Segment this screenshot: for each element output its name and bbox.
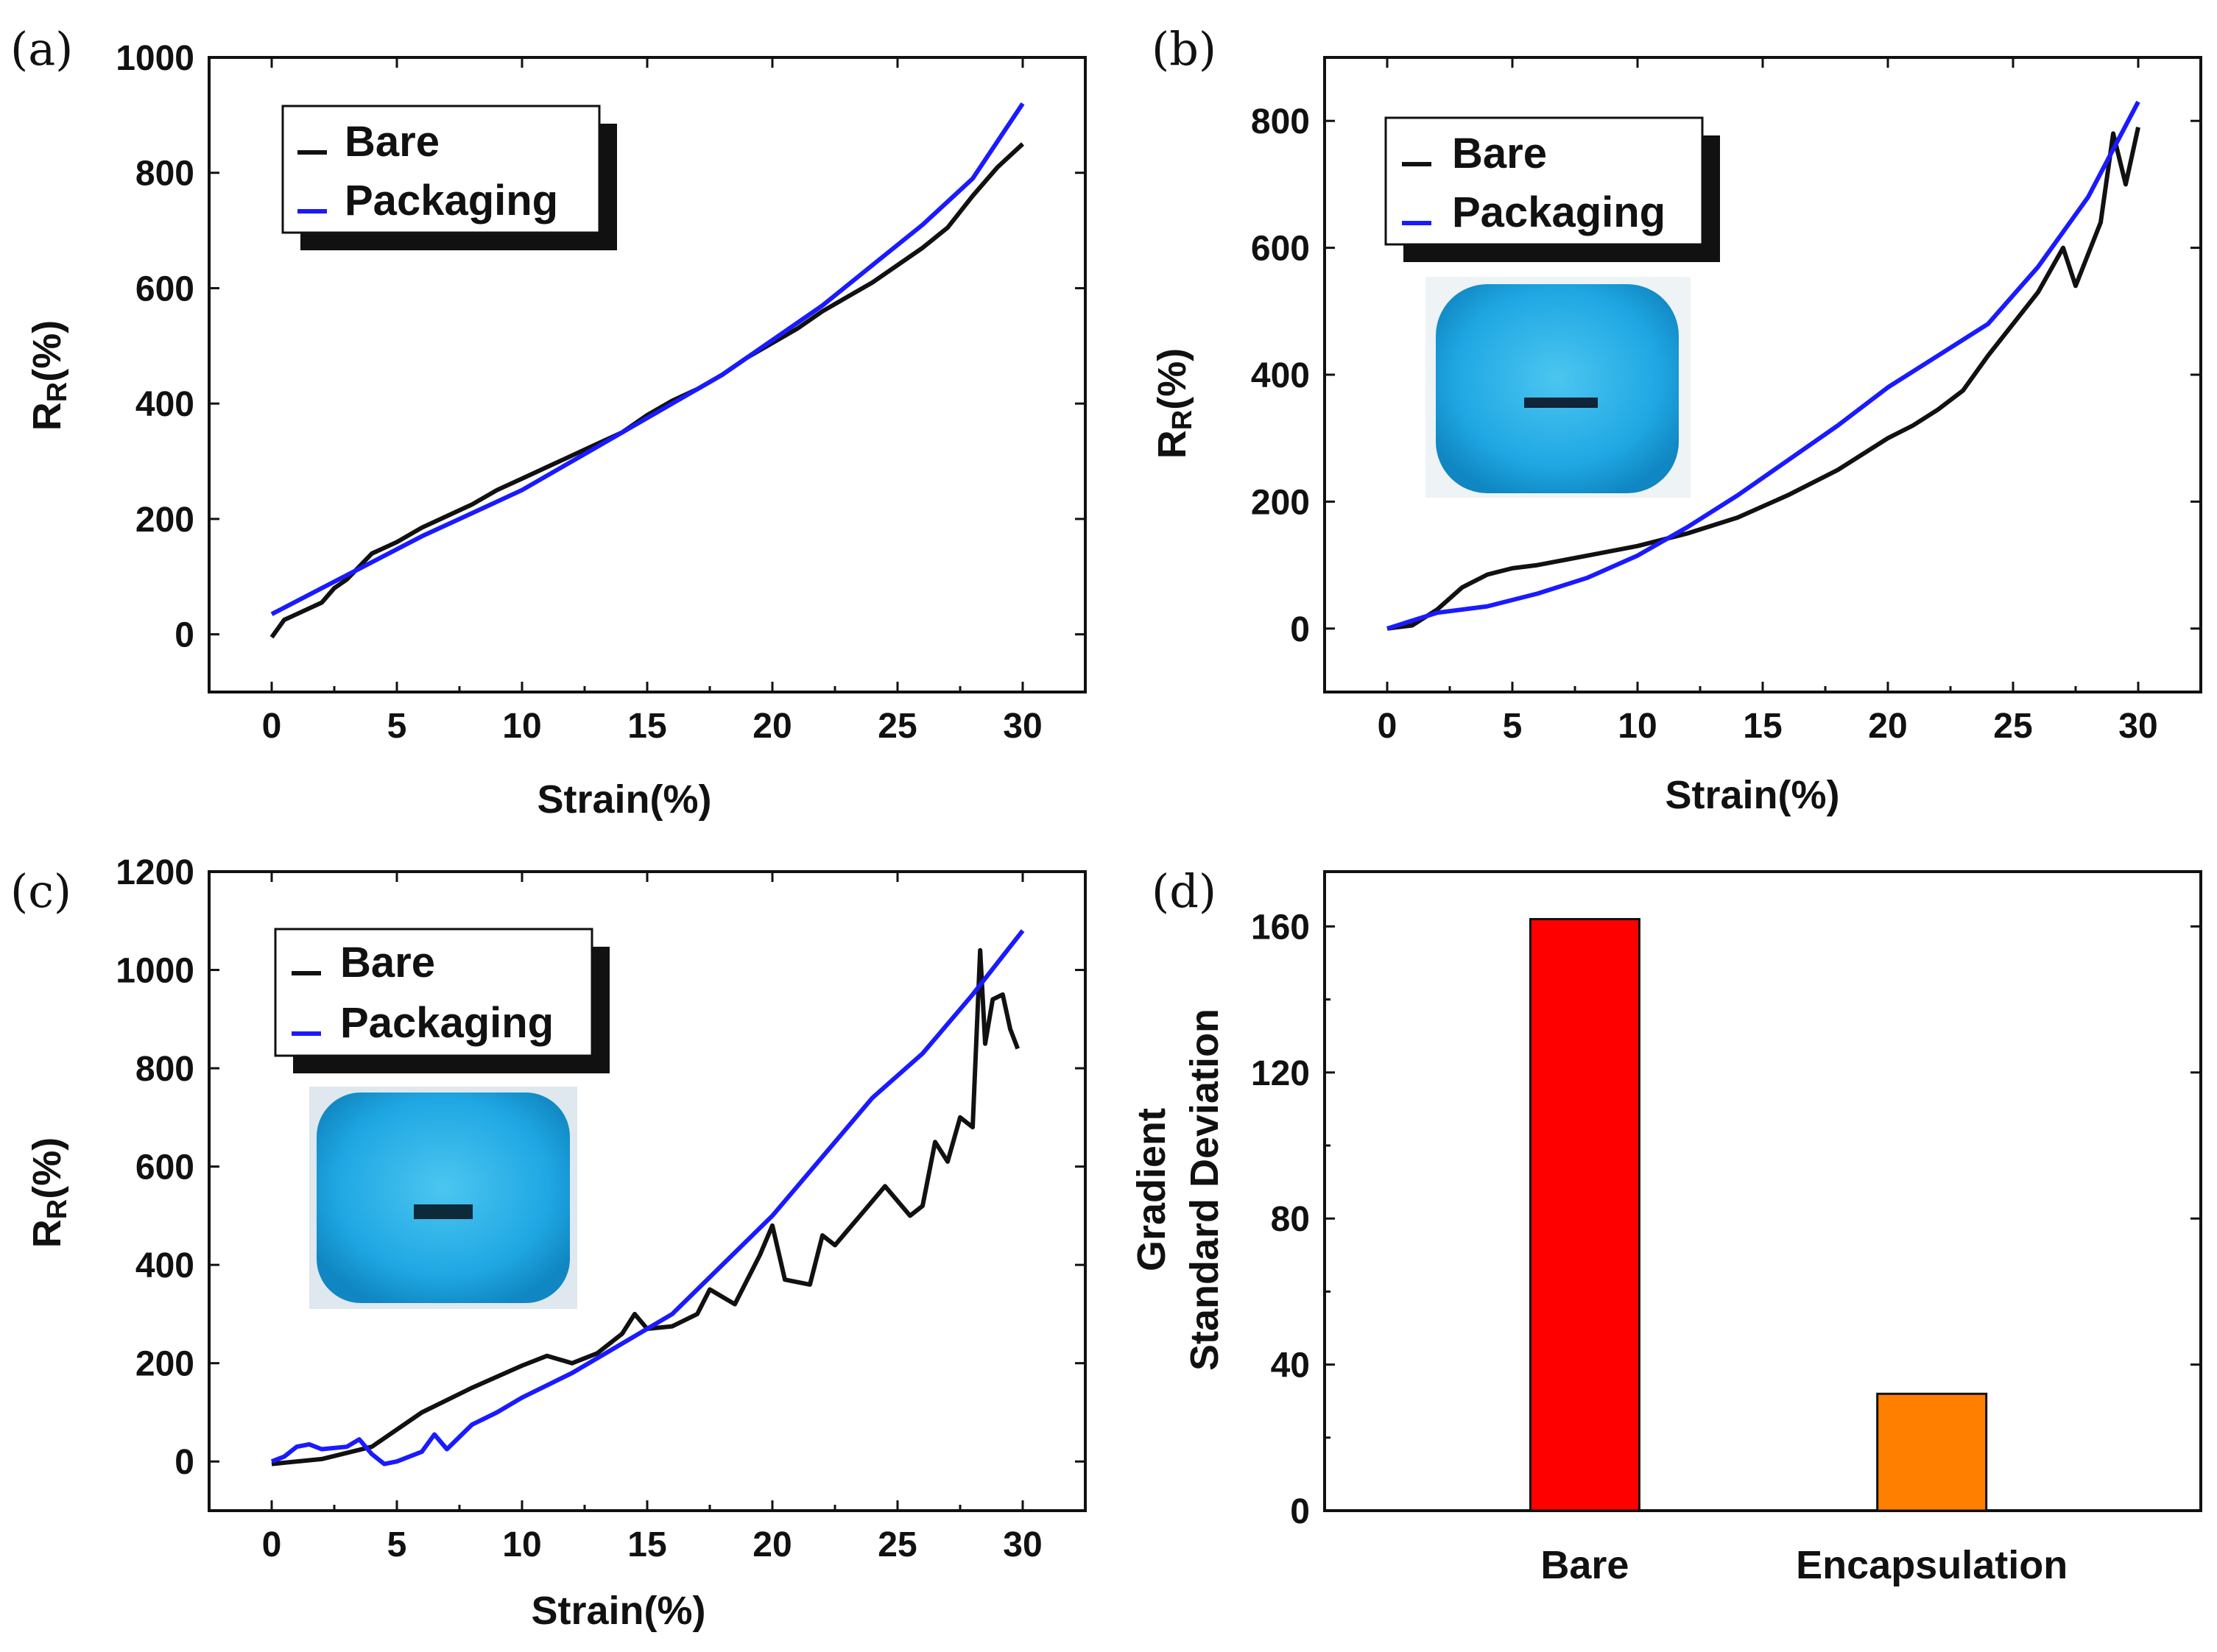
panel-c-xlabel: Strain(%): [531, 1589, 705, 1633]
y-tick-label: 800: [135, 1050, 194, 1089]
y-tick-label: 400: [1251, 356, 1310, 395]
y-tick-label: 600: [135, 1148, 194, 1187]
panel-b-ylabel: RR(%): [1150, 348, 1198, 459]
x-category-label: Encapsulation: [1796, 1543, 2068, 1587]
legend-box: [281, 105, 601, 234]
legend-packaging-label: Packaging: [345, 177, 558, 225]
x-tick-label: 0: [262, 707, 282, 746]
x-tick-label: 10: [502, 707, 541, 746]
legend-bare-label: Bare: [345, 118, 440, 166]
y-tick-label: 400: [135, 385, 194, 424]
bare-series-line: [1386, 127, 2140, 631]
encapsulation-bar: [1876, 1392, 1988, 1512]
x-tick-label: 15: [627, 1525, 666, 1564]
x-tick-label: 30: [1003, 707, 1042, 746]
bare-bar: [1529, 917, 1640, 1512]
panel-c-ylabel: RR(%): [25, 1137, 73, 1248]
panel-d-bars: [1529, 917, 1988, 1512]
x-tick-label: 20: [752, 707, 792, 746]
legend-bare-label: Bare: [1452, 130, 1547, 177]
y-tick-label: 160: [1251, 908, 1310, 947]
legend-packaging-label: Packaging: [1452, 188, 1666, 236]
panel-a: (a) 0 5 10 15 20 25 30 0 200 400 600 800 1000 Strain…: [10, 22, 1087, 822]
panel-d-ylabel-line1: Gradient: [1129, 1108, 1174, 1271]
panel-b-lines: [1386, 100, 2140, 631]
panel-c: (c) 0 5 10 15 20 25 30 0 200 400 600 800 1000 1200 St…: [10, 853, 1087, 1633]
x-tick-label: 30: [1003, 1525, 1042, 1564]
panel-c-letter: (c): [10, 864, 71, 918]
sensor-strip: [414, 1204, 473, 1219]
x-tick-label: 5: [387, 707, 407, 746]
x-tick-label: 10: [502, 1525, 541, 1564]
y-tick-label: 120: [1251, 1054, 1310, 1093]
petri-dish: [317, 1092, 570, 1303]
panel-b-xlabel: Strain(%): [1665, 773, 1839, 817]
panel-a-letter: (a): [10, 22, 73, 76]
y-tick-label: 0: [175, 616, 194, 655]
panel-b-letter: (b): [1152, 22, 1216, 76]
panel-a-ylabel: RR(%): [25, 320, 73, 431]
x-tick-label: 15: [627, 707, 666, 746]
x-category-label: Bare: [1540, 1543, 1629, 1587]
x-tick-label: 5: [1503, 707, 1523, 746]
panel-d-ylabel-line2: Standard Deviation: [1182, 1009, 1227, 1371]
panel-d-frame: [1323, 870, 2202, 1512]
x-tick-label: 25: [1993, 707, 2032, 746]
y-tick-label: 200: [135, 501, 194, 540]
legend-box: [1384, 116, 1704, 246]
x-tick-label: 0: [1378, 707, 1397, 746]
packaging-series-line: [270, 929, 1025, 1466]
y-tick-label: 0: [175, 1443, 194, 1482]
y-tick-label: 0: [1290, 1492, 1310, 1531]
x-tick-label: 10: [1618, 707, 1657, 746]
x-tick-label: 15: [1743, 707, 1782, 746]
y-tick-label: 80: [1271, 1200, 1310, 1239]
panel-b-legend: Bare Packaging: [1384, 116, 1720, 262]
panel-a-ticks: 0 5 10 15 20 25 30 0 200 400 600 800 1000: [116, 39, 1085, 746]
y-tick-label: 600: [1251, 230, 1310, 269]
y-tick-label: 1000: [116, 952, 194, 991]
legend-packaging-label: Packaging: [340, 999, 554, 1047]
panel-b-inset-photo: [1425, 277, 1691, 498]
panel-c-lines: [270, 929, 1025, 1466]
y-tick-label: 0: [1290, 610, 1310, 649]
legend-bare-label: Bare: [340, 939, 435, 986]
bare-series-line: [271, 947, 1021, 1466]
y-tick-label: 40: [1271, 1346, 1310, 1386]
x-tick-label: 25: [878, 707, 917, 746]
panel-d-ticks: 0 40 80 120 160 Bare Encapsulation: [1251, 908, 2201, 1587]
y-tick-label: 200: [1251, 483, 1310, 522]
x-tick-label: 25: [878, 1525, 917, 1564]
panel-c-legend: Bare Packaging: [274, 928, 610, 1073]
y-tick-label: 600: [135, 269, 194, 308]
panel-d: (d) 0 40 80 120 160 Bare Encapsulation Gradien…: [1129, 864, 2202, 1587]
x-tick-label: 20: [752, 1525, 792, 1564]
panel-a-legend: Bare Packaging: [281, 105, 617, 250]
y-tick-label: 800: [1251, 102, 1310, 141]
x-tick-label: 0: [262, 1525, 282, 1564]
x-tick-label: 30: [2118, 707, 2157, 746]
y-tick-label: 200: [135, 1345, 194, 1384]
panel-c-ticks: 0 5 10 15 20 25 30 0 200 400 600 800 1000 1200: [116, 853, 1085, 1564]
packaging-series-line: [1386, 100, 2140, 631]
panel-a-lines: [269, 102, 1025, 639]
packaging-series-line: [270, 102, 1025, 616]
panel-d-letter: (d): [1152, 864, 1216, 918]
legend-box: [274, 928, 593, 1057]
panel-b-ticks: 0 5 10 15 20 25 30 0 200 400 600 800: [1251, 57, 2201, 746]
x-tick-label: 5: [387, 1525, 407, 1564]
panel-c-inset-photo: [309, 1087, 577, 1309]
panel-a-xlabel: Strain(%): [537, 777, 711, 822]
y-tick-label: 1000: [116, 39, 194, 78]
y-tick-label: 800: [135, 155, 194, 194]
petri-dish: [1436, 284, 1679, 493]
sensor-strip: [1524, 398, 1598, 408]
y-tick-label: 400: [135, 1246, 194, 1285]
x-tick-label: 20: [1868, 707, 1907, 746]
y-tick-label: 1200: [116, 853, 194, 892]
